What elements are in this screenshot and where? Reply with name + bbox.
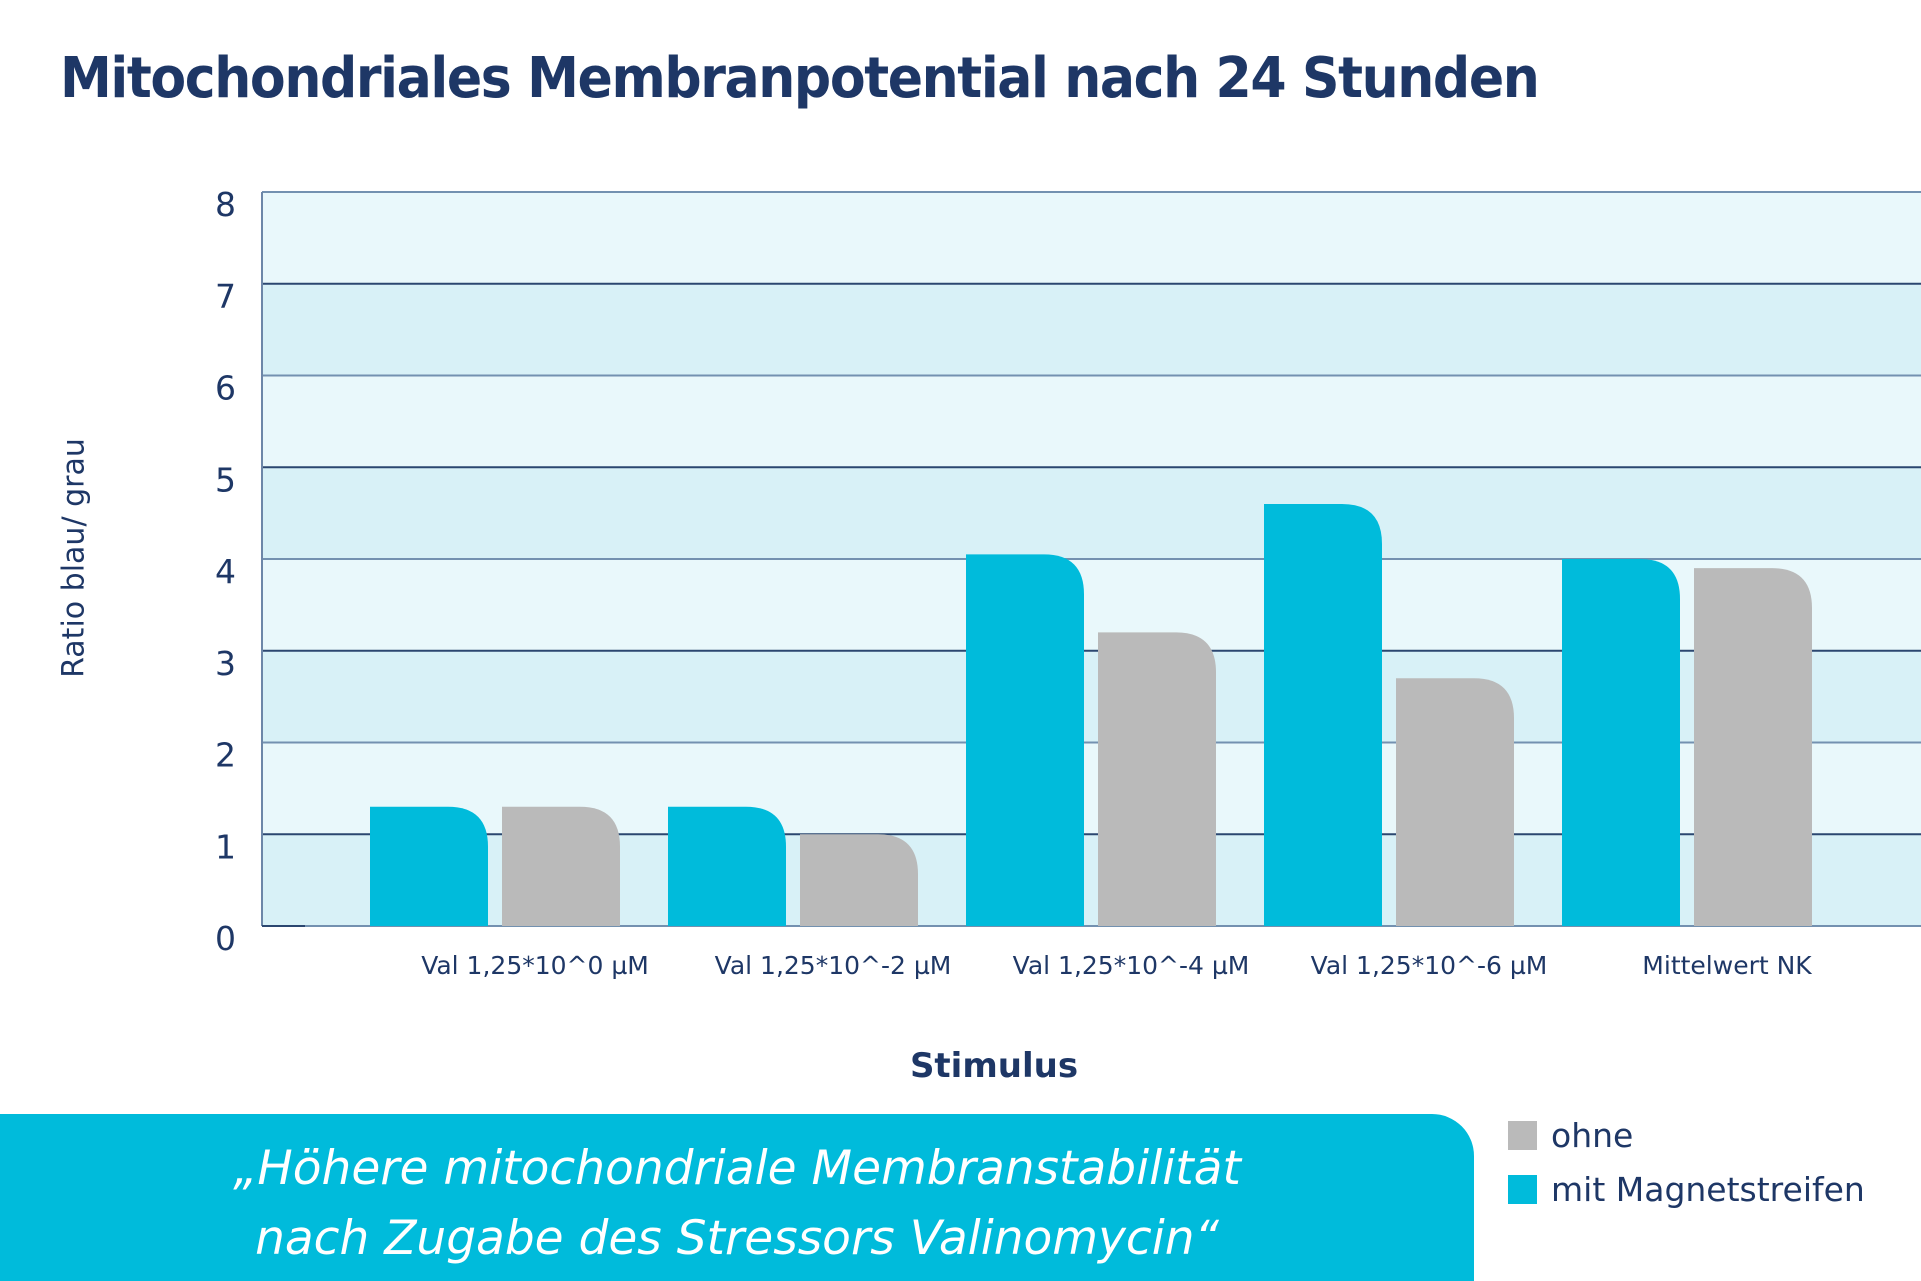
y-tick-label: 2 — [215, 736, 236, 775]
x-axis-ticks: Val 1,25*10^0 µM Val 1,25*10^-2 µM Val 1,2… — [421, 951, 1812, 980]
legend: ohne mit Magnetstreifen — [1508, 1108, 1865, 1216]
bar-mit-magnetstreifen — [966, 554, 1084, 926]
y-tick-label: 8 — [215, 185, 236, 224]
y-axis-ticks: 0 1 2 3 4 5 6 7 8 — [215, 185, 236, 958]
bar-mit-magnetstreifen — [1562, 559, 1680, 926]
y-tick-label: 3 — [215, 644, 236, 683]
chart-title: Mitochondriales Membranpotential nach 24… — [60, 46, 1540, 111]
bars — [370, 503, 1812, 926]
plot-band — [262, 467, 1921, 559]
y-tick-label: 1 — [215, 827, 236, 866]
bar-mit-magnetstreifen — [668, 806, 786, 926]
plot-band — [262, 192, 1921, 284]
x-tick-label: Val 1,25*10^-2 µM — [715, 951, 952, 980]
bar-ohne — [1694, 568, 1812, 926]
y-axis-label: Ratio blau/ grau — [56, 438, 92, 678]
x-tick-label: Mittelwert NK — [1642, 951, 1812, 980]
plot-band — [262, 375, 1921, 468]
bar-ohne — [800, 834, 918, 926]
y-tick-label: 0 — [215, 919, 236, 958]
x-tick-label: Val 1,25*10^-4 µM — [1013, 951, 1250, 980]
banner-text: „Höhere mitochondriale Membranstabilität… — [0, 1134, 1474, 1274]
x-tick-label: Val 1,25*10^-6 µM — [1311, 951, 1548, 980]
banner-line-1: „Höhere mitochondriale Membranstabilität — [233, 1141, 1241, 1196]
conclusion-banner: „Höhere mitochondriale Membranstabilität… — [0, 1114, 1474, 1281]
legend-item-mit-magnetstreifen: mit Magnetstreifen — [1508, 1162, 1865, 1216]
legend-label-mit-magnetstreifen: mit Magnetstreifen — [1551, 1169, 1865, 1209]
plot-band — [262, 283, 1921, 376]
legend-swatch-mit-magnetstreifen — [1508, 1174, 1537, 1204]
y-tick-label: 6 — [215, 369, 236, 408]
bar-chart: 0 1 2 3 4 5 6 7 8 Val 1,25*10^0 µM Val 1,25*10^-2… — [215, 185, 1921, 980]
bar-mit-magnetstreifen — [370, 806, 488, 926]
legend-item-ohne: ohne — [1508, 1108, 1865, 1162]
banner-line-2: nach Zugabe des Stressors Valinomycin“ — [255, 1211, 1219, 1266]
x-tick-label: Val 1,25*10^0 µM — [421, 951, 649, 980]
y-tick-label: 4 — [215, 552, 236, 591]
legend-label-ohne: ohne — [1551, 1115, 1634, 1155]
legend-swatch-ohne — [1508, 1120, 1537, 1150]
y-tick-label: 7 — [215, 277, 236, 316]
y-tick-label: 5 — [215, 460, 236, 499]
bar-mit-magnetstreifen — [1264, 503, 1382, 926]
bar-ohne — [1098, 632, 1216, 926]
bar-ohne — [502, 806, 620, 926]
x-axis-label: Stimulus — [909, 1046, 1079, 1086]
bar-ohne — [1396, 678, 1514, 926]
